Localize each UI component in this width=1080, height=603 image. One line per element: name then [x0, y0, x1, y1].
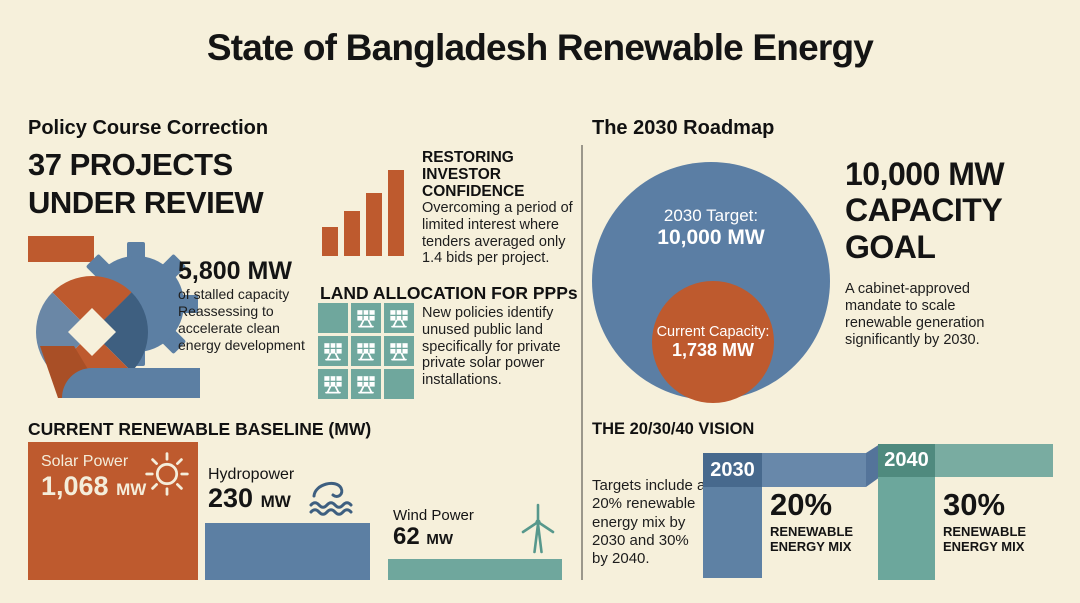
- vision-2040-label: RENEWABLE ENERGY MIX: [943, 524, 1027, 555]
- solar-panel-icon: [318, 336, 348, 366]
- solar-power-block: Solar Power 1,068 MW: [28, 442, 198, 580]
- land-cell-empty: [318, 303, 348, 333]
- investor-confidence-title: RESTORING INVESTOR CONFIDENCE: [422, 149, 525, 201]
- stalled-capacity-value: 5,800 MW: [178, 257, 292, 285]
- wind-label: Wind Power: [393, 507, 474, 524]
- trend-bar: [388, 170, 404, 256]
- capacity-goal-headline: 10,000 MW CAPACITY GOAL: [845, 156, 1005, 265]
- hydro-bar: [205, 523, 370, 580]
- vision-2040-year-label: 2040: [878, 444, 935, 477]
- land-allocation-body: New policies identify unused public land…: [422, 305, 561, 389]
- gear-graphic: [28, 236, 200, 398]
- vision-2040-pct: 30%: [943, 487, 1006, 522]
- page-title: State of Bangladesh Renewable Energy: [206, 27, 874, 68]
- trend-bar: [366, 193, 382, 256]
- wind-value: 62 MW: [393, 523, 454, 550]
- projects-under-review-headline: 37 PROJECTS UNDER REVIEW: [28, 147, 264, 220]
- trend-bar: [322, 226, 338, 256]
- solar-panel-icon: [384, 303, 414, 333]
- hydro-value: 230 MW: [208, 483, 291, 513]
- sun-icon: [145, 452, 189, 496]
- vision-title: THE 20/30/40 VISION: [592, 420, 755, 438]
- wave-icon: [309, 481, 353, 516]
- vision-2030-pct: 20%: [770, 487, 833, 522]
- vision-2030-stat: 20% RENEWABLE ENERGY MIX: [770, 489, 853, 555]
- solar-label: Solar Power: [41, 453, 129, 470]
- rising-bars-icon: [322, 170, 404, 256]
- trend-bar: [344, 211, 360, 256]
- target-circle-label: 2030 Target:: [663, 206, 759, 225]
- land-cell-empty: [384, 369, 414, 399]
- section-title-policy: Policy Course Correction: [28, 117, 269, 139]
- vision-2040-bar: [935, 444, 1053, 477]
- vision-2030-year-label: 2030: [703, 453, 762, 487]
- current-circle-label: Current Capacity:: [656, 323, 770, 340]
- current-circle-value: 1,738 MW: [671, 339, 755, 360]
- solar-panel-icon: [318, 369, 348, 399]
- section-divider: [581, 145, 583, 580]
- vision-2030-label: RENEWABLE ENERGY MIX: [770, 524, 854, 555]
- solar-panel-icon: [351, 369, 381, 399]
- investor-confidence-body: Overcoming a period of limited interest …: [422, 200, 573, 267]
- hydro-label: Hydropower: [208, 466, 295, 483]
- land-grid: [318, 303, 414, 399]
- vision-connector: [866, 444, 880, 487]
- vision-body: Targets include a 20% renewable energy m…: [592, 477, 706, 568]
- land-allocation-title: LAND ALLOCATION FOR PPPs: [320, 283, 578, 303]
- solar-panel-icon: [351, 303, 381, 333]
- solar-panel-icon: [384, 336, 414, 366]
- baseline-title: CURRENT RENEWABLE BASELINE (MW): [28, 419, 372, 439]
- wind-turbine-icon: [521, 503, 555, 554]
- current-capacity-circle: Current Capacity: 1,738 MW: [652, 281, 774, 403]
- section-title-roadmap: The 2030 Roadmap: [592, 117, 775, 139]
- vision-2040-stat: 30% RENEWABLE ENERGY MIX: [943, 489, 1026, 555]
- vision-2030-bar: [762, 453, 866, 487]
- target-circle-value: 10,000 MW: [657, 226, 765, 249]
- capacity-goal-body: A cabinet-approved mandate to scale rene…: [845, 281, 985, 349]
- solar-panel-icon: [351, 336, 381, 366]
- solar-value: 1,068 MW: [41, 471, 147, 501]
- stalled-capacity-desc: of stalled capacity Reassessing to accel…: [178, 286, 305, 354]
- wind-bar: [388, 559, 562, 580]
